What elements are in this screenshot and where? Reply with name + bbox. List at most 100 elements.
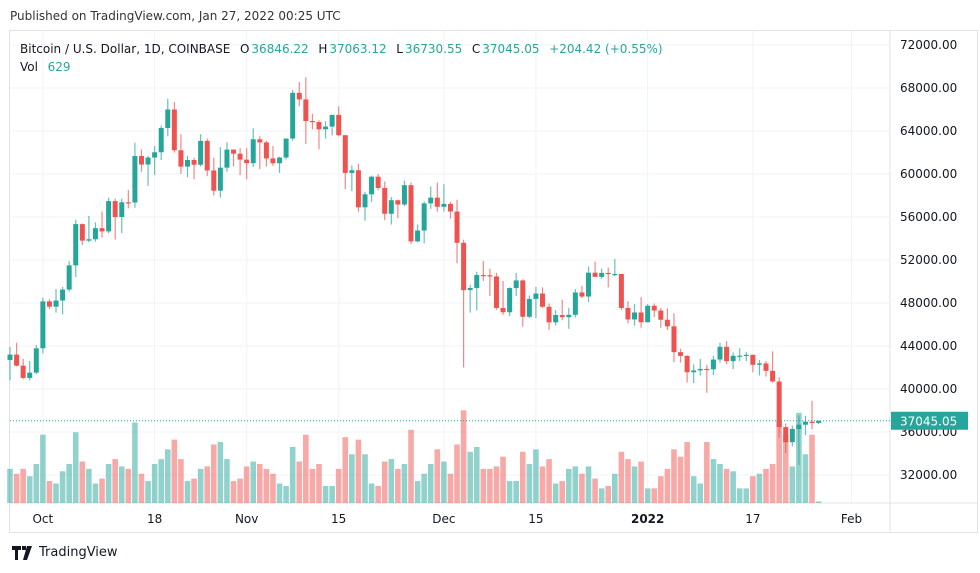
candle-body [605,272,611,275]
price-tick-label: 64000.00 [900,124,957,138]
candle [513,272,519,297]
volume-bar [690,476,697,503]
price-tick-label: 40000.00 [900,382,957,396]
candle-body [651,305,657,311]
candle [441,184,447,212]
candle [92,222,98,242]
candle-body [158,127,164,153]
candle-body [66,265,72,290]
candle [33,344,39,374]
candle-body [789,428,795,443]
time-tick-label: 15 [528,512,543,526]
volume-bar [638,461,644,503]
candle [533,286,539,319]
time-tick-label: 18 [147,512,162,526]
volume-bar [243,466,250,503]
candle [296,82,302,107]
volume-bar [184,481,191,503]
volume-bar [487,468,493,503]
candle-body [112,201,118,217]
candle-body [138,156,144,165]
candle-body [645,305,651,323]
volume-bar [191,478,197,503]
candle [434,182,440,212]
candle-body [415,230,421,242]
volume-bar [105,463,112,503]
candle [539,287,545,308]
volume-bar [598,488,605,503]
volume-bar [375,485,381,503]
candle-body [447,203,453,212]
volume-bar [46,481,53,503]
candle [355,163,361,212]
candle [480,261,486,281]
symbol-title[interactable]: Bitcoin / U.S. Dollar, 1D, COINBASE [20,42,231,56]
candle-body [355,170,361,208]
volume-bar [270,473,276,503]
candle [46,299,52,309]
candle [106,197,112,234]
volume-bar [401,463,408,503]
volume-bar [414,481,421,503]
candle-body [125,202,131,204]
volume-bar [217,442,224,503]
candle-body [539,293,545,307]
volume-bar [579,473,585,503]
candle-body [211,170,217,191]
candle [165,98,171,137]
candle [730,352,736,370]
candle [579,285,585,299]
candle-body [86,239,92,241]
candle-body [684,355,690,373]
volume-bar [671,449,677,503]
candle [158,125,164,161]
volume-bar [132,422,138,503]
candle-body [33,348,39,373]
candle-body [382,187,388,214]
volume-bar [171,439,178,503]
candle-body [257,139,263,143]
candle-body [342,135,348,173]
candle [152,146,158,176]
candle-body [802,421,808,425]
low-value: 36730.55 [404,42,463,56]
candle-body [770,370,776,382]
volume-bar [26,476,33,503]
candle-body [20,365,26,378]
price-tick-label: 72000.00 [900,38,957,52]
volume-bar [480,468,487,503]
volume-bar [204,466,211,503]
volume-bar [355,439,362,503]
ohlc-row: Bitcoin / U.S. Dollar, 1D, COINBASE O 368… [20,40,665,58]
candle-body [520,280,526,317]
volume-bar [224,459,230,503]
brand-name: TradingView [39,545,118,560]
footer-brand[interactable]: TradingView [12,545,118,560]
candle [421,201,427,244]
candle-body [513,280,519,289]
volume-bar [789,466,796,503]
candle [27,361,33,381]
candle [290,90,296,141]
candle [303,77,309,144]
candle-body [592,272,598,277]
candle [599,268,605,279]
candle-body [217,167,223,191]
candle [145,155,151,186]
candle-body [474,275,480,288]
candle-body [40,301,46,349]
volume-bar [250,461,257,503]
candle [756,359,762,376]
candle-body [816,420,822,423]
candle [53,289,59,313]
candle-body [737,355,743,357]
volume-bar [730,471,736,503]
candle [750,354,756,373]
candle-body [106,201,112,232]
candle-body [408,185,414,242]
candle-body [336,114,342,136]
candle-body [546,306,552,323]
candle [704,364,710,393]
candle [178,134,184,174]
